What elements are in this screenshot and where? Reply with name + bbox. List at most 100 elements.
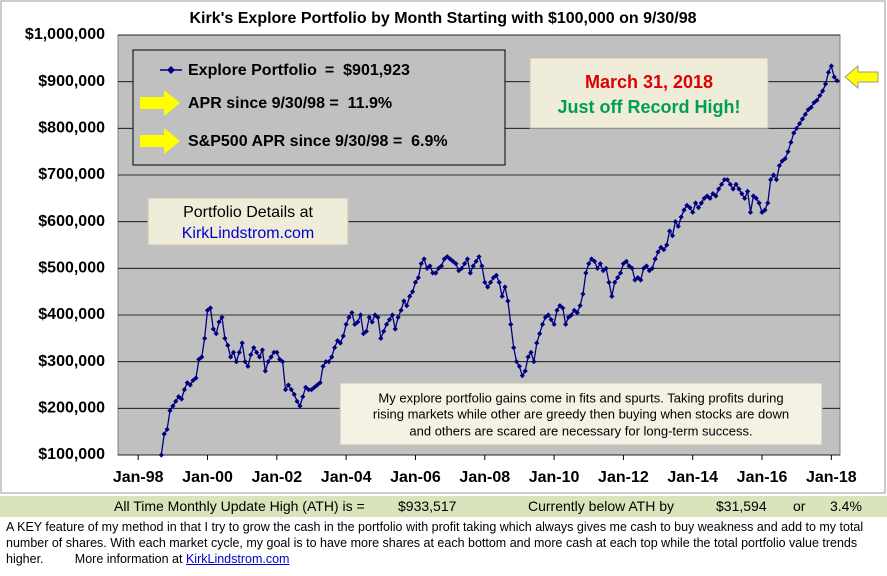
point	[280, 359, 286, 365]
sp-text: S&P500 APR since 9/30/98 = 6.9%	[188, 133, 448, 150]
point	[496, 279, 502, 285]
point	[834, 78, 840, 84]
point	[782, 156, 788, 162]
point	[684, 202, 690, 208]
point	[643, 263, 650, 269]
point	[369, 319, 375, 325]
point	[672, 219, 678, 225]
point	[415, 275, 421, 281]
point	[620, 261, 626, 267]
point	[184, 380, 190, 386]
footer-more: More information at	[74, 552, 183, 566]
details-link[interactable]: KirkLindstrom.com	[182, 225, 314, 242]
point	[389, 312, 395, 318]
point	[768, 177, 774, 183]
point	[612, 279, 618, 285]
point	[788, 139, 794, 145]
point	[811, 100, 817, 106]
point	[678, 214, 684, 220]
point	[744, 188, 751, 194]
footer-text: A KEY feature of my method in that I try…	[6, 520, 864, 566]
footer-link[interactable]: KirkLindstrom.com	[185, 552, 290, 566]
point	[456, 268, 462, 274]
point	[363, 328, 369, 334]
status-text: or	[793, 498, 806, 514]
point	[626, 263, 632, 269]
y-tick-label: $900,000	[38, 73, 105, 90]
point	[485, 284, 491, 290]
point	[395, 314, 401, 320]
y-tick-label: $500,000	[38, 260, 105, 277]
point	[522, 368, 528, 374]
x-tick-label: Jan-08	[459, 469, 510, 486]
point	[779, 158, 785, 164]
status-text: 3.4%	[830, 498, 862, 514]
point	[701, 195, 707, 201]
point	[534, 340, 540, 346]
point	[511, 345, 517, 351]
footer: A KEY feature of my method in that I try…	[6, 519, 882, 567]
point	[799, 116, 806, 122]
y-tick-label: $600,000	[38, 213, 105, 230]
y-tick-label: $800,000	[38, 120, 105, 137]
point	[765, 200, 771, 206]
point	[294, 398, 300, 404]
note-line: rising markets while other are greedy th…	[373, 406, 789, 421]
point	[638, 277, 644, 283]
point	[609, 293, 615, 299]
x-tick-label: Jan-00	[182, 469, 233, 486]
point	[583, 270, 589, 276]
x-tick-label: Jan-04	[321, 469, 372, 486]
point	[563, 321, 569, 327]
point	[516, 363, 523, 369]
point	[710, 191, 716, 197]
point	[482, 279, 488, 285]
arrow	[140, 128, 180, 154]
status-text: All Time Monthly Update High (ATH) is =	[114, 498, 365, 514]
point	[531, 359, 537, 365]
point	[542, 314, 549, 320]
point	[831, 74, 837, 80]
point	[693, 200, 699, 206]
point	[690, 209, 696, 215]
point	[210, 326, 216, 332]
point	[239, 340, 245, 346]
point	[245, 363, 251, 369]
point	[378, 335, 384, 341]
legend-value: = $901,923	[325, 62, 410, 79]
point	[375, 314, 381, 320]
point	[303, 384, 309, 390]
point	[366, 314, 372, 320]
point	[392, 326, 398, 332]
point	[300, 394, 306, 400]
point	[473, 258, 479, 264]
point	[574, 310, 580, 316]
point	[435, 265, 442, 271]
point	[796, 121, 803, 127]
point	[164, 426, 170, 432]
point	[773, 177, 780, 183]
point	[337, 340, 343, 346]
point	[193, 375, 199, 381]
point	[554, 307, 560, 313]
point	[412, 279, 419, 285]
point	[589, 256, 595, 262]
point	[629, 265, 635, 271]
point	[718, 181, 725, 187]
x-tick-label: Jan-12	[598, 469, 649, 486]
point	[352, 321, 358, 327]
point	[557, 303, 563, 309]
y-tick-label: $100,000	[38, 446, 105, 463]
point	[167, 408, 173, 414]
point	[386, 317, 393, 323]
point	[207, 305, 214, 311]
point	[271, 349, 277, 355]
point	[508, 321, 514, 327]
point	[724, 177, 730, 183]
point	[615, 275, 621, 281]
point	[770, 172, 777, 178]
point	[600, 268, 606, 274]
point	[453, 261, 459, 267]
point	[655, 249, 661, 255]
point	[343, 321, 349, 327]
